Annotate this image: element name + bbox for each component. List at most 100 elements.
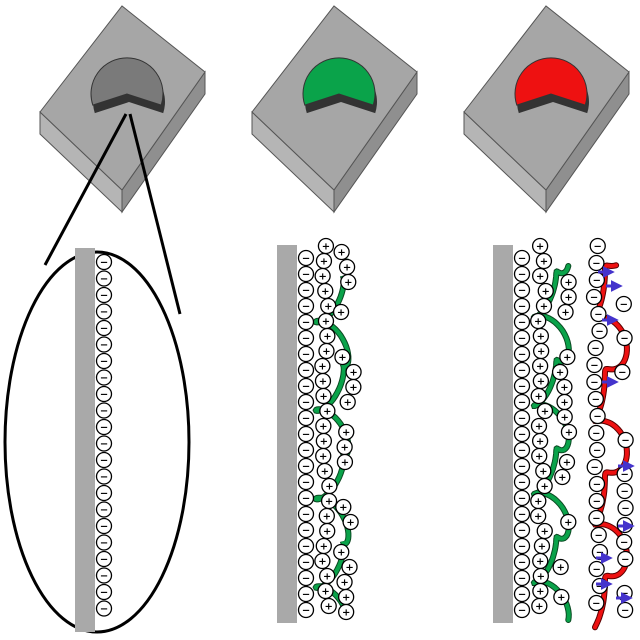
- negative-ion: −: [586, 373, 603, 391]
- substrate-block-bare-substrate: [39, 5, 206, 214]
- ion-circle: [551, 363, 569, 381]
- negative-ion: −: [616, 482, 633, 500]
- negative-ion: −: [95, 402, 113, 419]
- positive-ion: +: [559, 348, 576, 366]
- negative-ion: −: [297, 329, 315, 347]
- ion-circle: [513, 393, 531, 411]
- ion-sign: +: [337, 248, 345, 259]
- ion-circle: [95, 336, 113, 353]
- ion-circle: [587, 339, 604, 357]
- negative-ion: −: [95, 435, 113, 452]
- positive-ion: +: [336, 453, 354, 471]
- ion-circle: [531, 447, 548, 465]
- flow-arrows: [596, 266, 635, 604]
- ion-circle: [614, 363, 631, 381]
- ion-sign: −: [302, 558, 310, 569]
- ion-sign: +: [342, 593, 350, 604]
- ion-circle: [589, 441, 606, 459]
- ion-sign: +: [343, 263, 351, 274]
- ion-sign: +: [537, 572, 545, 583]
- ion-circle: [557, 303, 574, 321]
- positive-ion: +: [535, 252, 553, 270]
- ion-circle: [297, 345, 315, 363]
- ion-circle: [554, 468, 571, 486]
- positive-ion: +: [321, 477, 338, 495]
- ion-circle: [297, 457, 315, 475]
- ion-sign: −: [591, 463, 599, 474]
- ion-circle: [339, 393, 356, 411]
- ion-sign: −: [100, 373, 108, 384]
- ion-circle: [297, 521, 315, 539]
- ion-sign: +: [560, 413, 568, 424]
- negative-ion: −: [95, 600, 113, 617]
- ion-circle: [340, 273, 357, 291]
- negative-ion: −: [616, 533, 633, 551]
- ion-circle: [297, 409, 315, 427]
- ion-sign: −: [302, 526, 310, 537]
- ion-sign: +: [536, 362, 544, 373]
- ion-sign: +: [537, 377, 545, 388]
- ion-layer: − − − − − − − − − − − − − − − − − − − − − − − − − − − − − − − − − − − − − − − −…: [95, 237, 634, 621]
- ion-circle: [333, 243, 350, 261]
- positive-ion: +: [319, 522, 336, 540]
- ion-circle: [95, 418, 113, 436]
- ion-sign: +: [564, 518, 572, 529]
- ion-sign: +: [340, 443, 348, 454]
- positive-ion: +: [560, 273, 577, 291]
- ion-sign: −: [594, 242, 602, 253]
- negative-ion: −: [95, 319, 113, 337]
- ion-sign: +: [561, 308, 569, 319]
- ion-sign: +: [342, 428, 350, 439]
- ion-sign: −: [100, 291, 108, 302]
- ion-sign: −: [302, 430, 310, 441]
- positive-ion: +: [317, 312, 335, 330]
- positive-ion: +: [531, 237, 549, 255]
- ion-sign: −: [100, 423, 108, 434]
- ion-sign: −: [302, 302, 310, 313]
- ion-sign: +: [540, 482, 548, 493]
- negative-ion: −: [513, 457, 531, 475]
- ion-circle: [297, 585, 315, 603]
- negative-ion: −: [95, 418, 113, 436]
- ion-sign: −: [518, 430, 526, 441]
- ion-sign: −: [590, 378, 598, 389]
- positive-ion: +: [337, 588, 355, 606]
- ion-sign: −: [100, 357, 108, 368]
- ion-circle: [95, 402, 113, 419]
- ion-sign: −: [100, 390, 108, 401]
- ion-sign: −: [518, 574, 526, 585]
- ion-sign: −: [620, 538, 628, 549]
- positive-ion: +: [556, 393, 573, 411]
- substrate-block-green-coated: [251, 5, 418, 214]
- ion-sign: −: [593, 412, 601, 423]
- negative-ion: −: [95, 534, 113, 551]
- positive-ion: +: [558, 453, 576, 471]
- negative-ion: −: [297, 297, 315, 315]
- positive-ion: +: [334, 348, 351, 366]
- ion-sign: +: [319, 377, 327, 388]
- ion-sign: −: [100, 489, 108, 500]
- ion-sign: −: [593, 480, 601, 491]
- ion-circle: [588, 509, 605, 527]
- positive-ion: +: [556, 378, 573, 396]
- ion-sign: −: [302, 334, 310, 345]
- ion-sign: −: [518, 398, 526, 409]
- ion-sign: +: [560, 383, 568, 394]
- ion-sign: −: [518, 526, 526, 537]
- ion-circle: [297, 505, 315, 523]
- ion-sign: +: [323, 572, 331, 583]
- positive-ion: +: [557, 303, 574, 321]
- positive-ion: +: [560, 288, 577, 306]
- ion-circle: [588, 475, 606, 493]
- ion-circle: [513, 457, 531, 475]
- ion-sign: −: [596, 548, 604, 559]
- ion-sign: −: [593, 497, 601, 508]
- ion-sign: −: [100, 406, 108, 417]
- negative-ion: −: [297, 473, 315, 491]
- zoom-callout: [3, 113, 191, 634]
- ion-sign: −: [621, 606, 629, 617]
- negative-ion: −: [297, 313, 315, 331]
- ion-circle: [513, 329, 531, 347]
- ion-sign: +: [323, 332, 331, 343]
